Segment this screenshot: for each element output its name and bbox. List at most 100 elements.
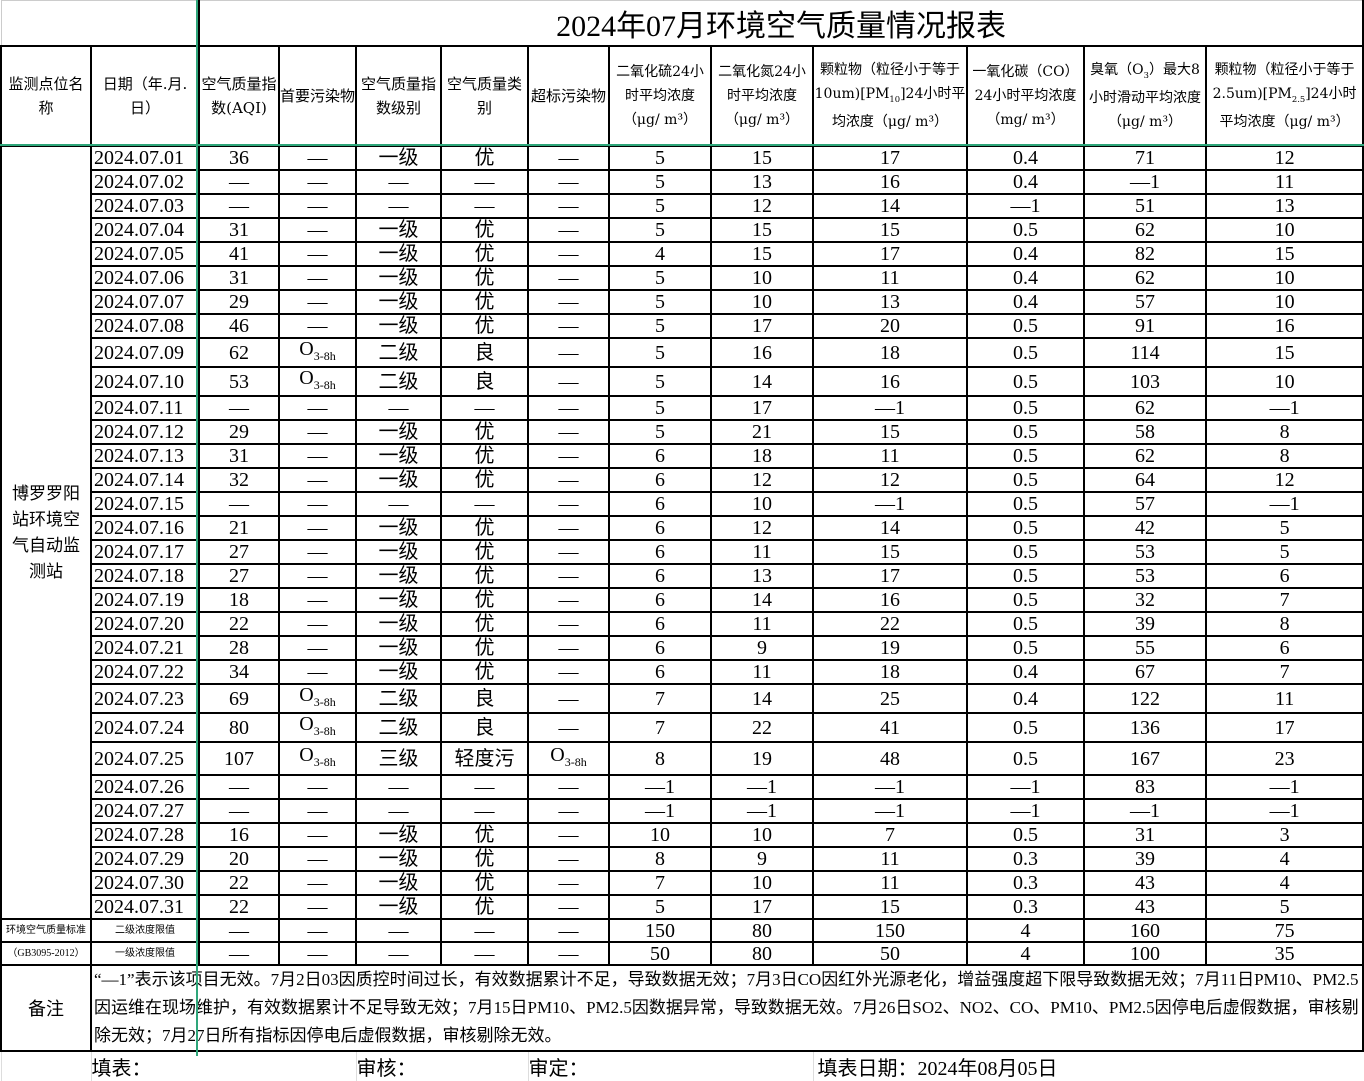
header-exceeding-pollutant[interactable]: 超标污染物 xyxy=(527,45,610,147)
pm10-cell[interactable]: 14 xyxy=(812,193,968,219)
date-cell[interactable]: 2024.07.09 xyxy=(90,337,200,368)
primary-pollutant-cell[interactable]: — xyxy=(278,241,357,267)
pm10-cell[interactable]: 15 xyxy=(812,217,968,243)
primary-pollutant-cell[interactable]: — xyxy=(278,193,357,219)
date-cell[interactable]: 2024.07.26 xyxy=(90,774,200,800)
no2-cell[interactable]: 17 xyxy=(710,894,814,920)
aqi-category-cell[interactable]: 优 xyxy=(440,563,529,589)
date-cell[interactable]: 2024.07.04 xyxy=(90,217,200,243)
primary-pollutant-cell[interactable]: — xyxy=(278,846,357,872)
no2-cell[interactable]: 21 xyxy=(710,419,814,445)
exceeding-pollutant-cell[interactable]: — xyxy=(527,491,610,517)
aqi-category-cell[interactable]: 优 xyxy=(440,145,529,171)
o3-cell[interactable]: 31 xyxy=(1083,822,1207,848)
exceeding-pollutant-cell[interactable]: — xyxy=(527,145,610,171)
header-co[interactable]: 一氧化碳（CO）24小时平均浓度（mg/ m³） xyxy=(966,45,1085,147)
co-cell[interactable]: 0.4 xyxy=(966,683,1085,714)
aqi-category-cell[interactable]: — xyxy=(440,798,529,824)
exceeding-pollutant-cell[interactable]: — xyxy=(527,659,610,685)
aqi-level-cell[interactable]: 二级 xyxy=(355,712,442,743)
pm25-cell[interactable]: 23 xyxy=(1204,741,1364,776)
aqi-category-limit-cell[interactable]: — xyxy=(440,918,529,943)
pm10-cell[interactable]: 18 xyxy=(812,337,968,368)
aqi-cell[interactable]: 22 xyxy=(198,870,280,896)
pm25-limit-cell[interactable]: 35 xyxy=(1204,941,1364,966)
exceeding-pollutant-cell[interactable]: — xyxy=(527,443,610,469)
pm25-cell[interactable]: 12 xyxy=(1204,145,1364,171)
primary-pollutant-cell[interactable]: — xyxy=(278,774,357,800)
header-aqi-category[interactable]: 空气质量类别 xyxy=(440,45,529,147)
exceeding-pollutant-cell[interactable]: — xyxy=(527,366,610,397)
co-cell[interactable]: 0.5 xyxy=(966,337,1085,368)
co-cell[interactable]: 0.5 xyxy=(966,611,1085,637)
aqi-cell[interactable]: 22 xyxy=(198,611,280,637)
exceeding-pollutant-cell[interactable]: — xyxy=(527,419,610,445)
pm25-cell[interactable]: —1 xyxy=(1204,491,1364,517)
so2-cell[interactable]: 5 xyxy=(608,313,712,339)
no2-cell[interactable]: —1 xyxy=(710,774,814,800)
notes-text[interactable]: “—1”表示该项目无效。7月2日03因质控时间过长，有效数据累计不足，导致数据无… xyxy=(89,964,1364,1052)
primary-pollutant-cell[interactable]: — xyxy=(278,515,357,541)
header-date[interactable]: 日期（年.月.日） xyxy=(90,45,200,147)
o3-cell[interactable]: 91 xyxy=(1083,313,1207,339)
pm10-cell[interactable]: 14 xyxy=(812,515,968,541)
so2-cell[interactable]: 6 xyxy=(608,611,712,637)
so2-cell[interactable]: 10 xyxy=(608,822,712,848)
exceeding-pollutant-cell[interactable]: — xyxy=(527,241,610,267)
o3-cell[interactable]: 62 xyxy=(1083,443,1207,469)
so2-limit-cell[interactable]: 50 xyxy=(608,941,712,966)
no2-limit-cell[interactable]: 80 xyxy=(710,941,814,966)
o3-cell[interactable]: 51 xyxy=(1083,193,1207,219)
exceeding-pollutant-cell[interactable]: — xyxy=(527,798,610,824)
no2-cell[interactable]: 13 xyxy=(710,169,814,195)
no2-cell[interactable]: 10 xyxy=(710,870,814,896)
aqi-level-cell[interactable]: 一级 xyxy=(355,217,442,243)
so2-cell[interactable]: 6 xyxy=(608,443,712,469)
pm10-cell[interactable]: 11 xyxy=(812,265,968,291)
o3-cell[interactable]: 57 xyxy=(1083,491,1207,517)
so2-cell[interactable]: 5 xyxy=(608,193,712,219)
primary-pollutant-cell[interactable]: — xyxy=(278,587,357,613)
pm25-cell[interactable]: 10 xyxy=(1204,265,1364,291)
primary-pollutant-cell[interactable]: — xyxy=(278,491,357,517)
no2-cell[interactable]: 14 xyxy=(710,587,814,613)
primary-pollutant-cell[interactable]: O3-8h xyxy=(278,683,357,714)
no2-limit-cell[interactable]: 80 xyxy=(710,918,814,943)
co-cell[interactable]: 0.5 xyxy=(966,313,1085,339)
pm25-cell[interactable]: 5 xyxy=(1204,539,1364,565)
primary-pollutant-cell[interactable]: — xyxy=(278,265,357,291)
pm25-cell[interactable]: 16 xyxy=(1204,313,1364,339)
aqi-category-cell[interactable]: — xyxy=(440,774,529,800)
pm10-cell[interactable]: 20 xyxy=(812,313,968,339)
co-cell[interactable]: 0.4 xyxy=(966,169,1085,195)
aqi-category-cell[interactable]: — xyxy=(440,169,529,195)
aqi-cell[interactable]: 29 xyxy=(198,289,280,315)
so2-cell[interactable]: 4 xyxy=(608,241,712,267)
aqi-level-limit-cell[interactable]: — xyxy=(355,941,442,966)
pm10-cell[interactable]: 15 xyxy=(812,539,968,565)
so2-cell[interactable]: 8 xyxy=(608,741,712,776)
aqi-cell[interactable]: 22 xyxy=(198,894,280,920)
pm10-cell[interactable]: 17 xyxy=(812,241,968,267)
no2-cell[interactable]: —1 xyxy=(710,798,814,824)
so2-cell[interactable]: 6 xyxy=(608,659,712,685)
date-cell[interactable]: 2024.07.28 xyxy=(90,822,200,848)
so2-cell[interactable]: 6 xyxy=(608,539,712,565)
aqi-category-cell[interactable]: 轻度污 xyxy=(440,741,529,776)
standard-label[interactable]: （GB3095-2012） xyxy=(0,941,92,966)
aqi-cell[interactable]: — xyxy=(198,193,280,219)
exceeding-pollutant-cell[interactable]: — xyxy=(527,683,610,714)
exceeding-pollutant-cell[interactable]: — xyxy=(527,337,610,368)
o3-cell[interactable]: 71 xyxy=(1083,145,1207,171)
co-cell[interactable]: 0.5 xyxy=(966,563,1085,589)
header-so2[interactable]: 二氧化硫24小时平均浓度（μg/ m³） xyxy=(608,45,712,147)
pm25-cell[interactable]: 15 xyxy=(1204,241,1364,267)
co-cell[interactable]: —1 xyxy=(966,774,1085,800)
aqi-category-cell[interactable]: 优 xyxy=(440,241,529,267)
co-cell[interactable]: 0.5 xyxy=(966,741,1085,776)
date-cell[interactable]: 2024.07.21 xyxy=(90,635,200,661)
pm25-cell[interactable]: 8 xyxy=(1204,611,1364,637)
aqi-level-cell[interactable]: 一级 xyxy=(355,635,442,661)
aqi-cell[interactable]: 62 xyxy=(198,337,280,368)
o3-cell[interactable]: 42 xyxy=(1083,515,1207,541)
